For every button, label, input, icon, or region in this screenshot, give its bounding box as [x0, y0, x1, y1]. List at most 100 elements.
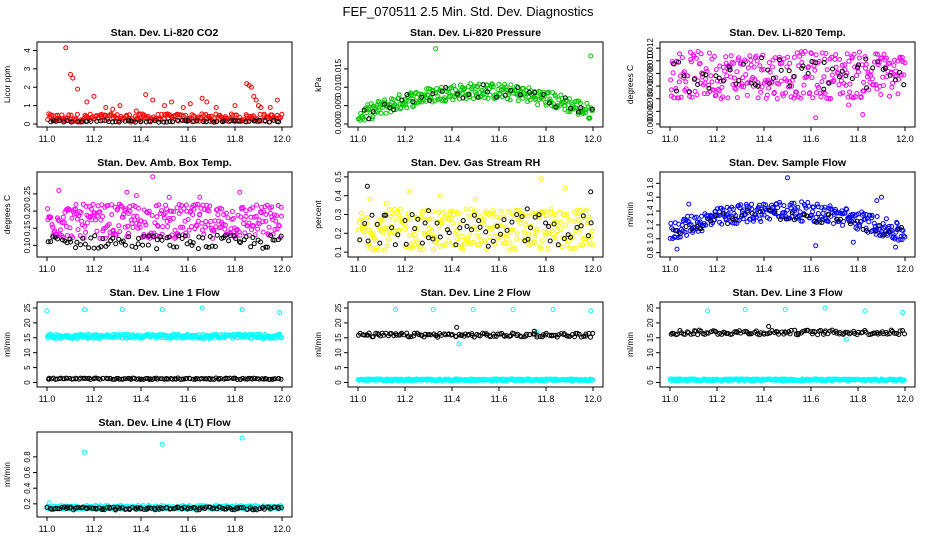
data-point — [82, 223, 87, 229]
series-secondary — [46, 375, 284, 382]
data-point — [799, 218, 805, 224]
data-point — [271, 212, 277, 218]
y-tick-label: 0.4 — [23, 482, 32, 494]
data-point — [555, 223, 561, 229]
data-point — [750, 218, 756, 224]
y-tick-label: 15 — [334, 333, 343, 342]
data-point — [267, 376, 273, 382]
data-point — [490, 238, 496, 244]
data-point — [857, 49, 862, 55]
data-point — [253, 213, 259, 219]
data-point — [880, 74, 886, 80]
y-axis-label: percent — [313, 200, 323, 229]
data-point — [840, 222, 845, 228]
data-point — [222, 222, 228, 228]
y-tick-label: 0.010 — [646, 50, 655, 71]
data-point — [82, 449, 88, 455]
data-point — [471, 239, 477, 245]
data-point — [484, 89, 490, 95]
data-point — [875, 59, 881, 65]
data-point — [119, 307, 125, 312]
data-point — [258, 239, 264, 245]
y-tick-label: 25 — [334, 303, 343, 312]
data-point — [436, 210, 442, 215]
data-point — [526, 89, 532, 95]
x-tick-label: 11.6 — [803, 134, 820, 144]
data-point — [670, 61, 676, 67]
x-tick-label: 11.0 — [350, 134, 367, 144]
data-point — [404, 92, 410, 98]
data-point — [381, 212, 387, 218]
data-point — [84, 220, 90, 226]
x-tick-label: 11.8 — [227, 524, 244, 534]
data-point — [732, 75, 737, 81]
x-tick-label: 11.0 — [39, 524, 56, 534]
data-point — [578, 208, 584, 214]
data-point — [234, 377, 240, 382]
data-point — [861, 79, 866, 85]
data-point — [133, 244, 139, 250]
data-point — [807, 90, 813, 96]
data-point — [558, 219, 564, 225]
data-point — [123, 206, 129, 212]
x-tick-label: 11.0 — [662, 394, 679, 404]
data-point — [798, 95, 803, 101]
series-primary — [667, 175, 908, 252]
data-point — [203, 219, 209, 224]
data-point — [512, 246, 518, 252]
data-point — [537, 244, 543, 250]
data-point — [45, 239, 51, 245]
data-point — [107, 376, 113, 382]
y-tick-label: 0.4 — [334, 190, 343, 202]
y-tick-label: 10 — [23, 348, 32, 357]
data-point — [237, 240, 243, 246]
data-point — [543, 220, 549, 226]
data-point — [209, 243, 215, 249]
data-point — [73, 202, 79, 207]
data-point — [897, 236, 903, 242]
data-point — [389, 225, 395, 231]
data-point — [881, 232, 887, 238]
data-point — [577, 242, 583, 248]
data-point — [757, 63, 763, 69]
data-point — [480, 91, 486, 96]
data-point — [216, 218, 222, 224]
data-point — [773, 75, 779, 81]
data-point — [589, 228, 595, 234]
data-point — [97, 235, 103, 241]
data-point — [109, 212, 115, 217]
data-point — [809, 51, 814, 56]
data-point — [498, 231, 503, 237]
data-point — [744, 92, 750, 98]
data-point — [559, 244, 565, 250]
data-point — [887, 93, 892, 99]
data-point — [460, 218, 466, 224]
data-point — [430, 91, 436, 97]
data-point — [48, 119, 54, 125]
data-point — [419, 240, 425, 246]
data-point — [238, 214, 244, 220]
data-point — [119, 203, 125, 209]
data-point — [448, 215, 454, 221]
data-point — [167, 119, 173, 124]
y-tick-label: 0 — [23, 121, 32, 126]
data-point — [476, 242, 482, 248]
y-tick-label: 10 — [334, 348, 343, 357]
y-tick-label: 1.8 — [646, 177, 655, 189]
x-tick-label: 11.4 — [756, 134, 773, 144]
data-point — [154, 376, 160, 382]
data-point — [48, 214, 54, 220]
data-point — [684, 232, 690, 238]
data-point — [446, 238, 452, 244]
data-point — [106, 221, 112, 227]
y-tick-label: 0.2 — [334, 227, 343, 239]
data-point — [860, 112, 866, 117]
data-point — [392, 231, 398, 237]
data-point — [45, 206, 51, 212]
data-point — [80, 235, 86, 241]
y-tick-label: 0.000 — [646, 113, 655, 134]
data-point — [578, 105, 584, 111]
data-point — [174, 244, 180, 250]
data-point — [473, 197, 478, 202]
data-point — [181, 376, 186, 382]
